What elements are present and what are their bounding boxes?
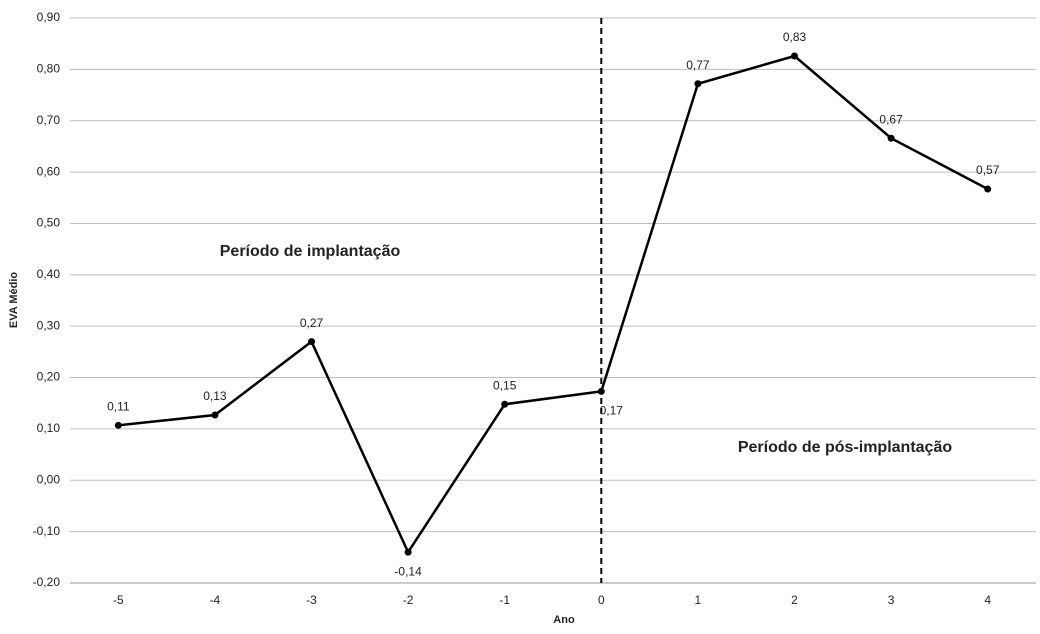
x-tick-label: -1 <box>499 593 510 607</box>
data-point <box>114 421 122 429</box>
value-label: 0,57 <box>976 163 1000 177</box>
value-label: 0,77 <box>686 58 710 72</box>
x-axis-label: Ano <box>553 614 575 626</box>
data-point <box>404 548 412 556</box>
value-label: -0,14 <box>394 564 422 578</box>
y-tick-label: 0,20 <box>37 370 61 384</box>
y-tick-label: 0,70 <box>37 113 61 127</box>
data-point <box>597 387 605 395</box>
value-label: 0,13 <box>203 389 227 403</box>
value-label: 0,17 <box>600 404 624 418</box>
x-tick-label: 4 <box>984 593 991 607</box>
y-tick-label: 0,00 <box>37 472 61 486</box>
x-tick-label: 2 <box>791 593 798 607</box>
y-tick-label: 0,10 <box>37 421 61 435</box>
x-tick-label: -5 <box>113 593 124 607</box>
y-tick-label: 0,90 <box>37 10 61 24</box>
x-tick-label: -3 <box>306 593 317 607</box>
x-tick-label: -4 <box>210 593 221 607</box>
y-axis-label: EVA Médio <box>8 272 20 329</box>
data-point <box>694 80 702 88</box>
value-label: 0,67 <box>879 112 903 126</box>
x-tick-label: 0 <box>598 593 605 607</box>
data-point <box>211 411 219 419</box>
x-tick-label: 3 <box>888 593 895 607</box>
value-label: 0,83 <box>783 30 807 44</box>
y-tick-label: -0,20 <box>33 575 61 589</box>
x-tick-label: 1 <box>695 593 702 607</box>
data-point <box>501 400 509 408</box>
y-tick-label: 0,40 <box>37 267 61 281</box>
y-tick-label: 0,60 <box>37 164 61 178</box>
y-tick-label: 0,80 <box>37 62 61 76</box>
data-line <box>118 54 989 555</box>
data-point <box>887 134 895 142</box>
data-point <box>791 52 798 60</box>
data-point <box>308 338 315 346</box>
data-point <box>984 185 992 193</box>
value-label: 0,11 <box>107 399 130 413</box>
value-label: 0,15 <box>493 378 517 392</box>
annotation: Período de implantação <box>220 243 401 260</box>
x-tick-label: -2 <box>403 593 414 607</box>
annotation: Período de pós-implantação <box>738 439 952 456</box>
y-tick-label: -0,10 <box>33 524 61 538</box>
y-tick-label: 0,50 <box>37 216 61 230</box>
value-label: 0,27 <box>300 316 324 330</box>
y-tick-label: 0,30 <box>37 318 61 332</box>
